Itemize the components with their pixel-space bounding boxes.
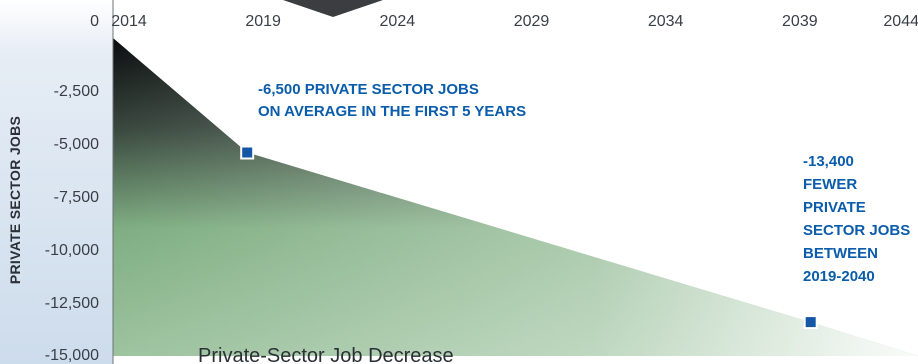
x-tick-label: 2039 — [782, 13, 818, 30]
top-notch-shape — [283, 0, 383, 17]
x-tick-label: 2044 — [883, 13, 918, 30]
x-axis: 2014 2019 2024 2029 2034 2039 2044 — [111, 13, 918, 30]
data-point-marker — [240, 145, 255, 160]
markers — [240, 145, 818, 330]
x-tick-label: 2024 — [380, 13, 416, 30]
y-tick-label: -15,000 — [45, 347, 99, 364]
y-tick-label: -12,500 — [45, 295, 99, 312]
y-axis-panel — [0, 0, 113, 364]
x-tick-label: 2014 — [111, 13, 147, 30]
x-tick-label: 2034 — [648, 13, 684, 30]
x-tick-label: 2019 — [245, 13, 281, 30]
chart-title: Private-Sector Job Decrease — [198, 345, 454, 364]
annotations: -6,500 PRIVATE SECTOR JOBS ON AVERAGE IN … — [258, 81, 910, 285]
annotation-label: -13,400 FEWER PRIVATE SECTOR JOBS BETWEEN 201… — [803, 153, 910, 285]
annotation-label: -6,500 PRIVATE SECTOR JOBS ON AVERAGE IN … — [258, 81, 526, 120]
y-tick-label: -2,500 — [54, 83, 99, 100]
y-tick-label: -5,000 — [54, 136, 99, 153]
area-layer — [113, 38, 918, 356]
data-point-marker — [803, 315, 818, 330]
y-axis-label: PRIVATE SECTOR JOBS — [7, 116, 23, 284]
area-series-highlight — [113, 38, 918, 356]
y-tick-label: -7,500 — [54, 189, 99, 206]
x-tick-label: 2029 — [514, 13, 550, 30]
y-tick-label: -10,000 — [45, 242, 99, 259]
y-axis: 0 -2,500 -5,000 -7,500 -10,000 -12,500 -15,000 — [45, 13, 99, 364]
y-tick-label: 0 — [90, 13, 99, 30]
